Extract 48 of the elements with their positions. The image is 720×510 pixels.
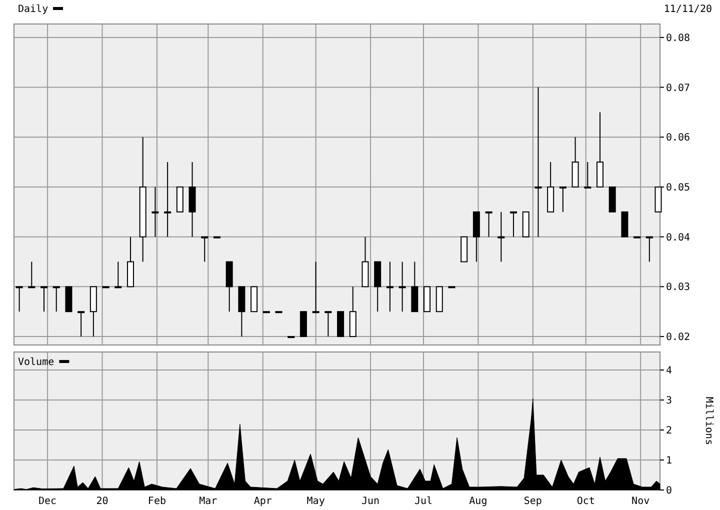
candlestick <box>114 261 122 288</box>
candlestick <box>201 236 208 262</box>
candlestick <box>28 261 36 288</box>
x-tick-label: May <box>306 496 325 507</box>
candlestick <box>584 162 592 188</box>
candlestick <box>52 286 60 312</box>
candlestick <box>485 211 492 238</box>
y-tick-label: 0.03 <box>666 282 690 294</box>
candlestick <box>498 211 505 262</box>
x-tick-label: Mar <box>199 496 218 507</box>
candlestick <box>646 236 653 262</box>
candlestick <box>164 162 172 238</box>
candlestick <box>324 311 332 338</box>
candlestick <box>510 211 518 238</box>
candlestick <box>559 186 566 212</box>
legend-label: Daily <box>18 4 48 15</box>
y-tick-label: 0.05 <box>666 182 690 194</box>
candlestick <box>40 286 48 312</box>
y-tick-label: 4 <box>666 366 672 376</box>
y-tick-label: 0.08 <box>666 32 690 44</box>
candlestick <box>534 86 542 238</box>
y-tick-label: 0.02 <box>666 332 690 344</box>
y-tick-label: 0 <box>666 486 672 496</box>
x-tick-label: Nov <box>632 496 650 507</box>
x-tick-label: Oct <box>576 496 595 507</box>
x-tick-label: 20 <box>96 496 108 507</box>
legend-label: Volume <box>18 357 54 368</box>
candlestick <box>312 261 320 314</box>
y-tick-label: 1 <box>666 456 672 466</box>
candlestick <box>152 186 159 238</box>
y-axis-title: Millions <box>703 396 714 446</box>
x-tick-label: Apr <box>254 496 272 507</box>
y-tick-label: 3 <box>666 396 672 406</box>
x-tick-label: Dec <box>38 496 57 507</box>
x-tick-label: Sep <box>524 496 542 507</box>
y-tick-label: 0.04 <box>666 232 690 244</box>
x-tick-label: Feb <box>148 496 166 507</box>
candlestick <box>398 261 406 312</box>
candlestick <box>386 261 394 312</box>
y-tick-label: 2 <box>666 426 672 436</box>
y-tick-label: 0.06 <box>666 132 690 144</box>
y-tick-label: 0.07 <box>666 82 690 94</box>
x-tick-label: Jul <box>414 496 433 507</box>
text: 11/11/20 <box>664 4 712 15</box>
x-tick-label: Jun <box>362 496 380 507</box>
candlestick <box>78 311 85 338</box>
x-tick-label: Aug <box>469 496 488 507</box>
candlestick <box>16 286 23 312</box>
